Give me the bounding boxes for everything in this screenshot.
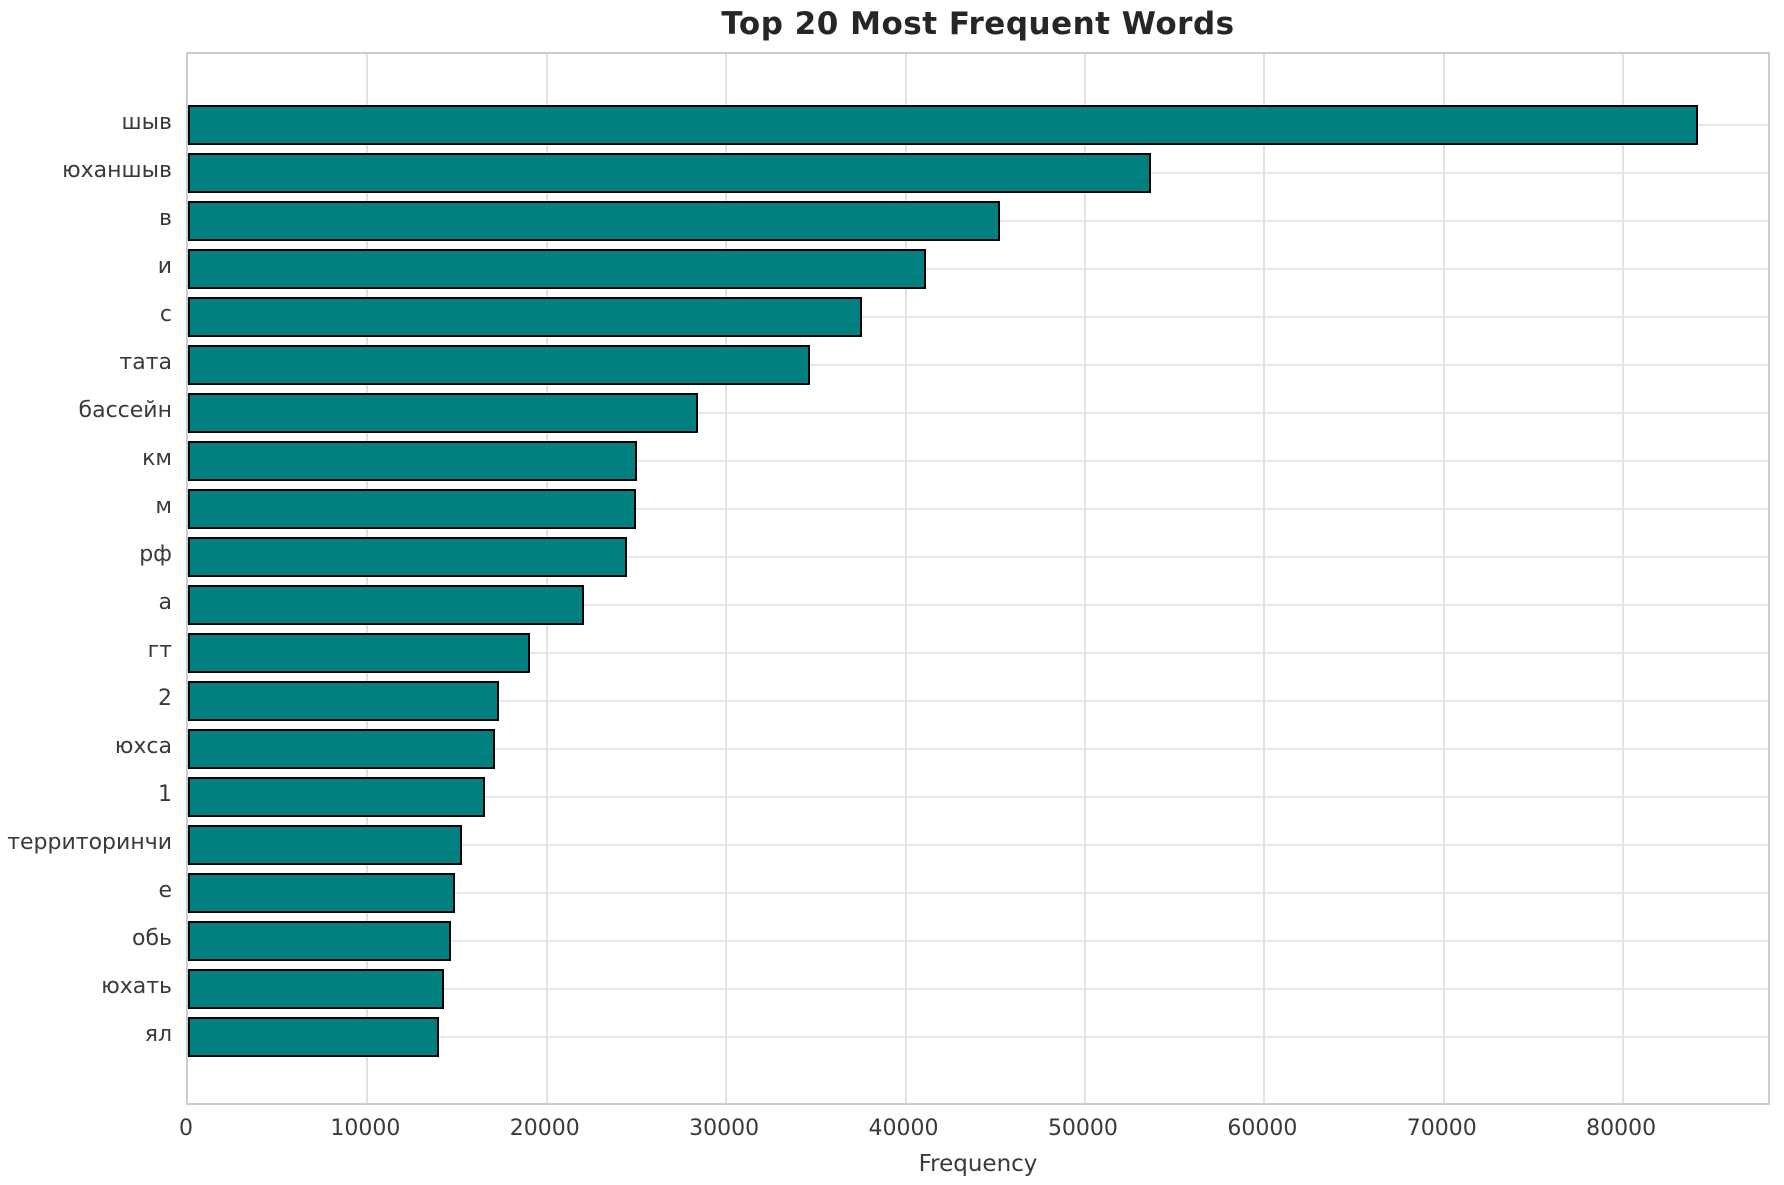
gridline-horizontal	[188, 988, 1768, 990]
gridline-vertical	[1442, 54, 1445, 1103]
y-tick-label: рф	[139, 542, 172, 567]
gridline-horizontal	[188, 892, 1768, 894]
y-tick-label: юхса	[114, 734, 172, 759]
bar-2	[188, 681, 499, 721]
bar-обь	[188, 921, 451, 961]
gridline-horizontal	[188, 604, 1768, 606]
bar-юхса	[188, 729, 495, 769]
bar-км	[188, 441, 637, 481]
x-tick-label: 30000	[689, 1116, 760, 1141]
x-tick-label: 80000	[1586, 1116, 1657, 1141]
x-tick-label: 20000	[509, 1116, 580, 1141]
y-tick-label: с	[159, 302, 172, 327]
gridline-horizontal	[188, 412, 1768, 414]
y-tick-label: км	[142, 446, 172, 471]
bar-юхать	[188, 969, 444, 1009]
x-tick-label: 0	[179, 1116, 193, 1141]
y-tick-label: е	[158, 878, 172, 903]
y-tick-label: гт	[147, 638, 172, 663]
gridline-horizontal	[188, 1036, 1768, 1038]
gridline-vertical	[725, 54, 728, 1103]
gridline-horizontal	[188, 796, 1768, 798]
gridline-horizontal	[188, 748, 1768, 750]
gridline-horizontal	[188, 940, 1768, 942]
bar-рф	[188, 537, 627, 577]
x-axis-label: Frequency	[918, 1151, 1038, 1177]
bar-тата	[188, 345, 810, 385]
gridline-horizontal	[188, 844, 1768, 846]
gridline-vertical	[1622, 54, 1625, 1103]
x-tick-label: 70000	[1406, 1116, 1477, 1141]
plot-area	[186, 52, 1770, 1105]
y-tick-label: юхать	[101, 974, 172, 999]
bar-бассейн	[188, 393, 698, 433]
x-tick-label: 60000	[1227, 1116, 1298, 1141]
bar-м	[188, 489, 636, 529]
y-tick-label: и	[157, 254, 172, 279]
y-tick-label: 2	[158, 686, 172, 711]
bar-с	[188, 297, 862, 337]
bar-территоринчи	[188, 825, 462, 865]
y-tick-label: в	[159, 206, 172, 231]
y-tick-label: тата	[119, 350, 172, 375]
x-tick-label: 40000	[868, 1116, 939, 1141]
x-tick-label: 10000	[330, 1116, 401, 1141]
gridline-horizontal	[188, 700, 1768, 702]
bar-в	[188, 201, 1000, 241]
y-tick-label: а	[158, 590, 172, 615]
gridline-horizontal	[188, 316, 1768, 318]
bar-гт	[188, 633, 530, 673]
bar-е	[188, 873, 455, 913]
gridline-vertical	[1263, 54, 1266, 1103]
gridline-horizontal	[188, 556, 1768, 558]
gridline-horizontal	[188, 460, 1768, 462]
bar-юханшыв	[188, 153, 1151, 193]
gridline-horizontal	[188, 268, 1768, 270]
bar-и	[188, 249, 926, 289]
y-tick-label: территоринчи	[7, 830, 172, 855]
y-tick-label: бассейн	[78, 398, 172, 423]
bar-шыв	[188, 105, 1698, 145]
y-tick-label: шыв	[121, 110, 172, 135]
y-tick-label: ял	[144, 1022, 172, 1047]
gridline-vertical	[1083, 54, 1086, 1103]
x-tick-label: 50000	[1047, 1116, 1118, 1141]
y-tick-label: 1	[158, 782, 172, 807]
y-tick-label: юханшыв	[62, 158, 172, 183]
bar-ял	[188, 1017, 439, 1057]
y-tick-label: обь	[132, 926, 172, 951]
gridline-horizontal	[188, 652, 1768, 654]
chart-title: Top 20 Most Frequent Words	[721, 6, 1235, 42]
gridline-horizontal	[188, 508, 1768, 510]
bar-а	[188, 585, 584, 625]
gridline-horizontal	[188, 364, 1768, 366]
gridline-vertical	[366, 54, 369, 1103]
bar-1	[188, 777, 485, 817]
y-tick-label: м	[155, 494, 172, 519]
gridline-vertical	[904, 54, 907, 1103]
gridline-vertical	[545, 54, 548, 1103]
